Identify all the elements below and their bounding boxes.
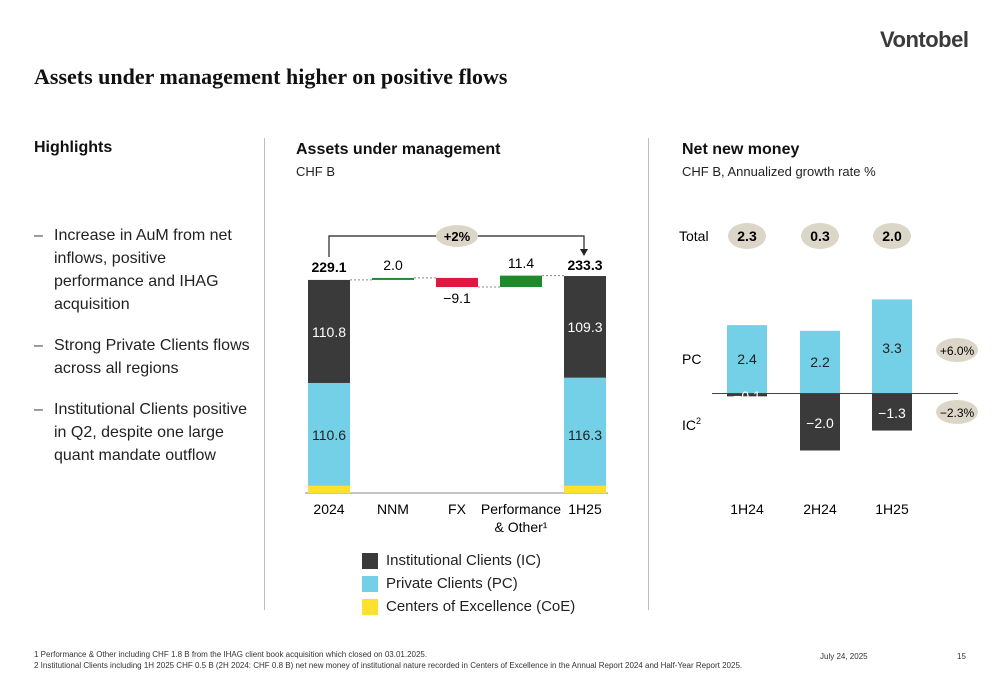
highlight-item: Increase in AuM from net inflows, positi… — [34, 224, 259, 316]
total-value-2h24: 0.3 — [810, 228, 830, 244]
highlights-list: Increase in AuM from net inflows, positi… — [34, 224, 259, 485]
change-label: +2% — [444, 229, 471, 244]
legend-item-pc: Private Clients (PC) — [362, 575, 575, 592]
footer-date: July 24, 2025 — [820, 652, 868, 661]
bar-1h25-ic — [564, 276, 606, 378]
bar-performance — [500, 275, 542, 288]
nnm-bar-ic-1h25 — [872, 393, 912, 431]
ic-label-1h25: 109.3 — [567, 319, 602, 335]
total-pill-1h24 — [728, 223, 766, 249]
pc-value-1h25: 3.3 — [882, 340, 902, 356]
legend-item-coe: Centers of Excellence (CoE) — [362, 598, 575, 615]
bar-1h25-coe — [564, 485, 606, 493]
total-label-2024: 229.1 — [311, 259, 346, 275]
bar-2024-pc — [308, 382, 350, 486]
ic-value-1h24: −0.1 — [733, 388, 761, 404]
nnm-chart-subtitle: CHF B, Annualized growth rate % — [682, 164, 876, 179]
vontobel-logo: Vontobel — [880, 27, 969, 52]
ic-label-2024: 110.8 — [312, 324, 346, 340]
highlight-item: Strong Private Clients flows across all … — [34, 334, 259, 380]
change-pill — [436, 225, 478, 247]
legend-swatch-pc — [362, 575, 378, 592]
pc-label-2024: 110.6 — [312, 427, 346, 443]
change-arrow-icon — [580, 249, 588, 256]
x-label-fx: FX — [448, 501, 467, 517]
nnm-bar-pc-1h24 — [727, 325, 767, 394]
pc-value-2h24: 2.2 — [810, 354, 830, 370]
nnm-x-label-2h24: 2H24 — [803, 501, 837, 517]
page-title: Assets under management higher on positi… — [34, 64, 508, 89]
highlight-item: Institutional Clients positive in Q2, de… — [34, 398, 259, 467]
row-label-ic: IC2 — [682, 416, 701, 433]
legend-item-ic: Institutional Clients (IC) — [362, 552, 575, 569]
divider-left — [264, 138, 265, 610]
aum-chart-subtitle: CHF B — [296, 164, 335, 179]
x-label-nnm: NNM — [377, 501, 409, 517]
highlights-title: Highlights — [34, 139, 113, 156]
value-label-fx: −9.1 — [443, 290, 471, 306]
x-label-2024: 2024 — [313, 501, 344, 517]
pc-value-1h24: 2.4 — [737, 351, 757, 367]
row-label-pc: PC — [682, 351, 701, 367]
legend-label-ic: Institutional Clients (IC) — [386, 552, 542, 569]
nnm-bar-ic-1h24 — [727, 393, 767, 397]
value-label-nnm: 2.0 — [383, 257, 403, 273]
total-value-1h24: 2.3 — [737, 228, 757, 244]
row-label-ic-sup: 2 — [696, 416, 701, 426]
pc-label-1h25: 116.3 — [568, 427, 602, 443]
bar-fx — [436, 277, 478, 288]
ic-value-1h25: −1.3 — [878, 405, 906, 421]
nnm-bar-pc-1h25 — [872, 299, 912, 394]
value-label-performance: 11.4 — [508, 255, 534, 271]
total-row-label: Total — [679, 228, 709, 244]
bar-1h25-pc — [564, 377, 606, 486]
nnm-bar-pc-2h24 — [800, 330, 840, 394]
nnm-x-label-1h24: 1H24 — [730, 501, 764, 517]
aum-legend: Institutional Clients (IC) Private Clien… — [362, 552, 575, 621]
nnm-bar-ic-2h24 — [800, 393, 840, 451]
x-label-1h25: 1H25 — [568, 501, 602, 517]
x-label-performance-line2: & Other¹ — [495, 519, 548, 535]
pc-growth-pill — [936, 338, 978, 362]
total-pill-1h25 — [873, 223, 911, 249]
bar-nnm — [372, 277, 414, 280]
row-label-ic-text: IC — [682, 417, 696, 433]
total-pill-2h24 — [801, 223, 839, 249]
legend-swatch-ic — [362, 552, 378, 569]
page-number: 15 — [957, 652, 966, 661]
nnm-chart-title: Net new money — [682, 141, 800, 158]
total-label-1h25: 233.3 — [567, 257, 602, 273]
pc-growth-rate: +6.0% — [940, 344, 975, 358]
nnm-x-label-1h25: 1H25 — [875, 501, 909, 517]
legend-swatch-coe — [362, 598, 378, 615]
x-label-performance: Performance — [481, 501, 561, 517]
legend-label-pc: Private Clients (PC) — [386, 575, 518, 592]
footnote-1: 1 Performance & Other including CHF 1.8 … — [34, 650, 428, 659]
total-value-1h25: 2.0 — [882, 228, 902, 244]
footnote-2: 2 Institutional Clients including 1H 202… — [34, 661, 743, 670]
ic-growth-rate: −2.3% — [940, 406, 975, 420]
legend-label-coe: Centers of Excellence (CoE) — [386, 598, 576, 615]
divider-right — [648, 138, 649, 610]
bar-2024-coe — [308, 485, 350, 493]
ic-growth-pill — [936, 400, 978, 424]
bar-2024-ic — [308, 279, 350, 383]
ic-value-2h24: −2.0 — [806, 415, 834, 431]
aum-chart-title: Assets under management — [296, 141, 501, 158]
